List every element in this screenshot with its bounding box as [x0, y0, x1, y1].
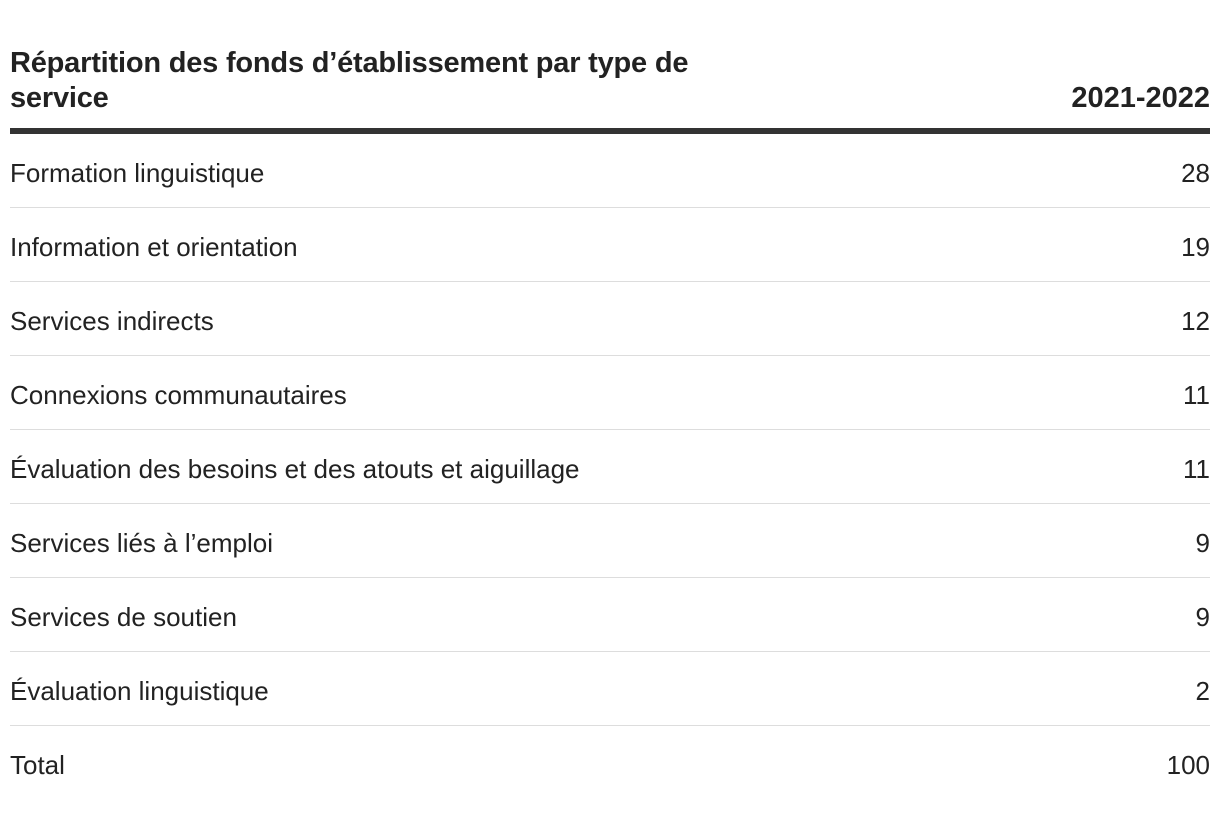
table-row: Évaluation des besoins et des atouts et … [10, 430, 1210, 504]
column-header-year: 2021-2022 [1071, 82, 1210, 114]
row-value: 19 [1181, 232, 1210, 262]
table-row: Connexions communautaires 11 [10, 356, 1210, 430]
table-row: Information et orientation 19 [10, 208, 1210, 282]
row-label: Information et orientation [10, 232, 298, 262]
row-value: 11 [1183, 454, 1210, 484]
row-label: Services indirects [10, 306, 214, 336]
row-value: 2 [1195, 676, 1210, 706]
table-row: Formation linguistique 28 [10, 134, 1210, 208]
row-label: Évaluation des besoins et des atouts et … [10, 454, 580, 484]
row-value: 28 [1181, 158, 1210, 188]
row-value: 11 [1183, 380, 1210, 410]
table-row: Évaluation linguistique 2 [10, 652, 1210, 726]
funding-table: Répartition des fonds d’établissement pa… [10, 0, 1210, 800]
row-label: Évaluation linguistique [10, 676, 269, 706]
row-label: Services de soutien [10, 602, 237, 632]
row-label: Formation linguistique [10, 158, 265, 188]
table-row: Services indirects 12 [10, 282, 1210, 356]
table-row-total: Total 100 [10, 726, 1210, 800]
table-title: Répartition des fonds d’établissement pa… [10, 47, 689, 114]
row-value: 9 [1195, 602, 1210, 632]
table-row: Services de soutien 9 [10, 578, 1210, 652]
row-label: Connexions communautaires [10, 380, 347, 410]
row-value: 9 [1195, 528, 1210, 558]
table-row: Services liés à l’emploi 9 [10, 504, 1210, 578]
table-body: Formation linguistique 28 Information et o… [10, 134, 1210, 800]
row-value: 100 [1166, 750, 1210, 780]
row-label: Total [10, 750, 65, 780]
row-value: 12 [1181, 306, 1210, 336]
table-header: Répartition des fonds d’établissement pa… [10, 0, 1210, 134]
row-label: Services liés à l’emploi [10, 528, 273, 558]
